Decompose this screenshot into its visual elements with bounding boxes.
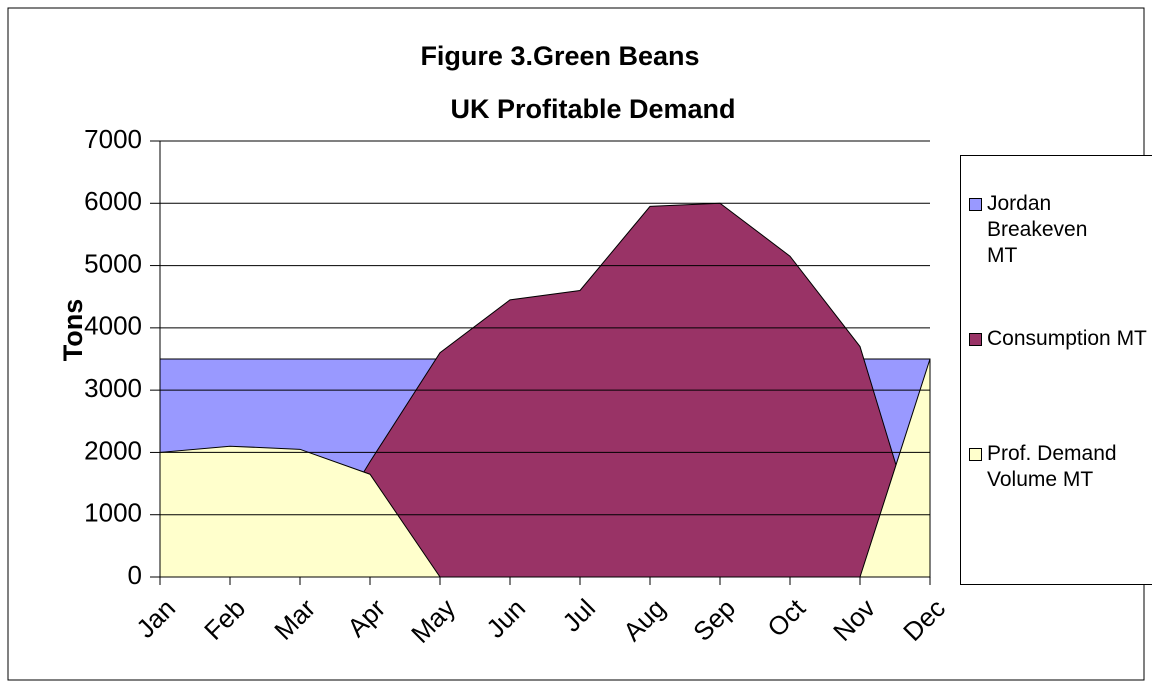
y-tick-label: 1000	[84, 498, 142, 528]
chart-title: Figure 3.Green Beans	[420, 41, 699, 71]
y-tick-label: 0	[128, 560, 142, 590]
legend-label: Jordan Breakeven MT	[987, 192, 1088, 267]
legend-label: Consumption MT	[987, 327, 1147, 350]
grid	[160, 140, 930, 516]
y-tick-label: 2000	[84, 435, 142, 465]
legend-swatch	[969, 198, 982, 211]
legend-label: Prof. Demand Volume MT	[987, 442, 1117, 491]
y-tick-label: 5000	[84, 248, 142, 278]
y-tick-label: 6000	[84, 186, 142, 216]
legend-swatch	[969, 333, 982, 346]
y-tick-label: 7000	[84, 124, 142, 154]
y-tick-label: 3000	[84, 373, 142, 403]
legend: Jordan Breakeven MT Consumption MT Prof. D…	[960, 155, 1152, 585]
legend-swatch	[969, 448, 982, 461]
y-tick-label: 4000	[84, 311, 142, 341]
chart-subtitle: UK Profitable Demand	[450, 94, 735, 124]
y-axis-label: Tons	[58, 299, 88, 362]
